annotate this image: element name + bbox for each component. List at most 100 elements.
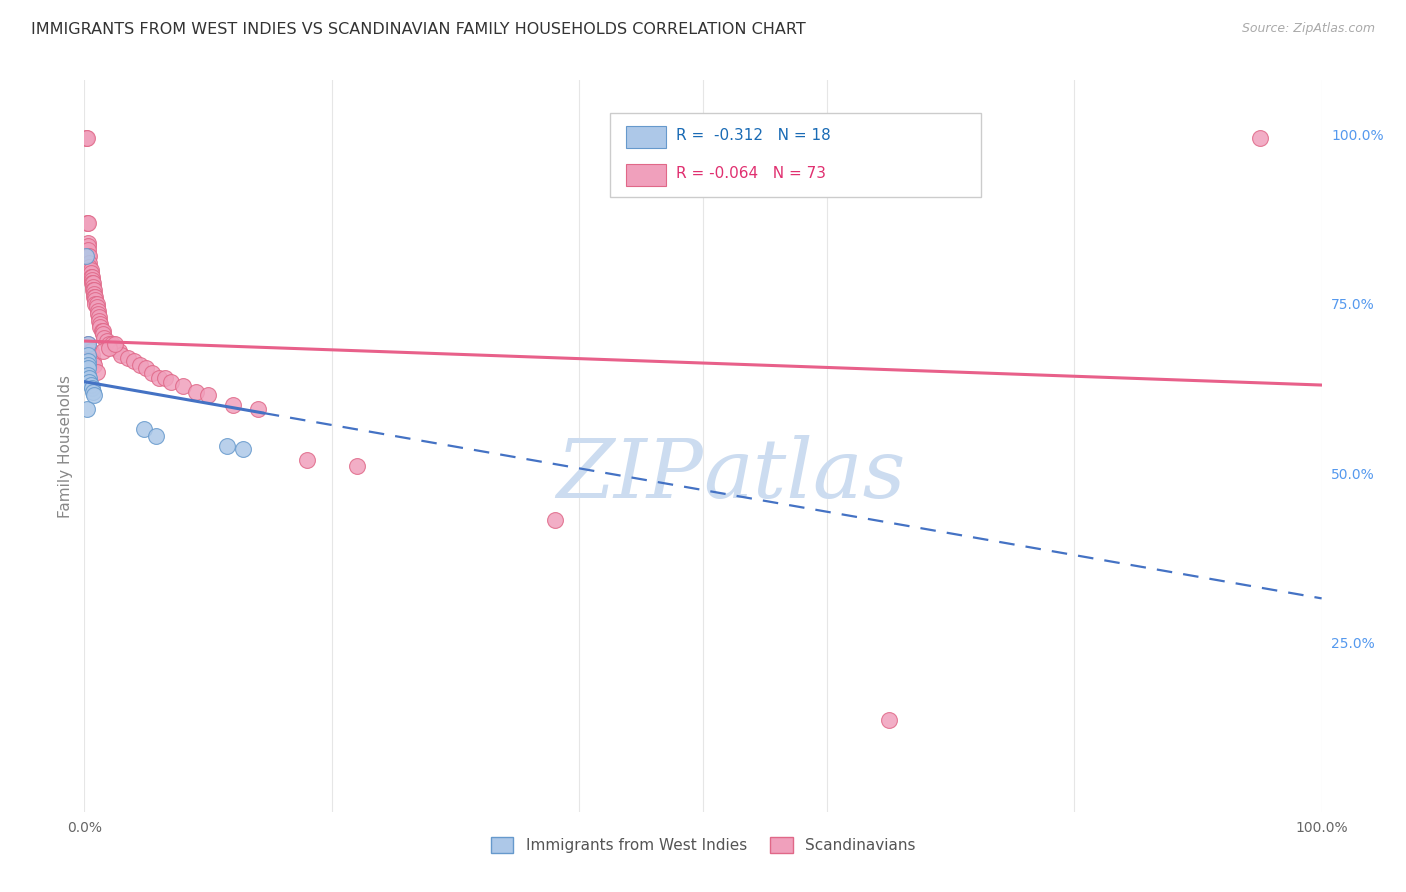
Point — [91, 344, 114, 359]
Point — [82, 283, 104, 297]
Point — [79, 260, 101, 274]
Point — [98, 337, 121, 351]
Point — [80, 269, 103, 284]
Point — [543, 514, 565, 528]
Y-axis label: Family Households: Family Households — [58, 375, 73, 517]
Point — [98, 341, 121, 355]
Text: R =  -0.312   N = 18: R = -0.312 N = 18 — [676, 128, 831, 144]
Point — [82, 354, 104, 368]
Text: IMMIGRANTS FROM WEST INDIES VS SCANDINAVIAN FAMILY HOUSEHOLDS CORRELATION CHART: IMMIGRANTS FROM WEST INDIES VS SCANDINAV… — [31, 22, 806, 37]
Point — [79, 375, 101, 389]
Point — [90, 324, 112, 338]
Point — [153, 371, 176, 385]
Point — [122, 354, 145, 368]
Point — [89, 320, 111, 334]
Text: Source: ZipAtlas.com: Source: ZipAtlas.com — [1241, 22, 1375, 36]
Point — [77, 347, 100, 362]
Text: atlas: atlas — [703, 435, 905, 516]
Point — [79, 263, 101, 277]
Point — [79, 344, 101, 359]
Point — [76, 401, 98, 416]
Point — [77, 354, 100, 368]
Point — [135, 361, 157, 376]
Point — [82, 384, 104, 399]
Point — [77, 235, 100, 250]
Point — [79, 269, 101, 284]
Point — [79, 256, 101, 270]
Point — [77, 239, 100, 253]
Point — [1249, 131, 1271, 145]
Point — [877, 714, 900, 728]
Text: ZIP: ZIP — [557, 435, 703, 516]
Point — [232, 442, 254, 457]
Point — [86, 300, 108, 314]
Point — [87, 303, 110, 318]
Point — [80, 273, 103, 287]
Point — [83, 388, 105, 402]
Point — [77, 368, 100, 382]
Point — [93, 331, 115, 345]
Point — [110, 347, 132, 362]
FancyBboxPatch shape — [626, 127, 666, 148]
Point — [80, 347, 103, 362]
Point — [160, 375, 183, 389]
Point — [83, 283, 105, 297]
Point — [77, 249, 100, 263]
Point — [132, 422, 155, 436]
Point — [84, 293, 107, 308]
Point — [89, 310, 111, 325]
Point — [148, 371, 170, 385]
Point — [79, 371, 101, 385]
Point — [77, 215, 100, 229]
Point — [184, 384, 207, 399]
Point — [77, 243, 100, 257]
Point — [91, 324, 114, 338]
Point — [75, 131, 97, 145]
Point — [141, 366, 163, 380]
Point — [80, 381, 103, 395]
Point — [104, 341, 127, 355]
Point — [108, 344, 131, 359]
Point — [100, 337, 122, 351]
Point — [104, 337, 127, 351]
Point — [197, 388, 219, 402]
Point — [77, 358, 100, 372]
Point — [89, 317, 111, 331]
Point — [246, 401, 269, 416]
Point — [215, 439, 238, 453]
Point — [83, 286, 105, 301]
Point — [91, 327, 114, 342]
Point — [79, 378, 101, 392]
Point — [346, 459, 368, 474]
Point — [79, 341, 101, 355]
Point — [77, 337, 100, 351]
Legend: Immigrants from West Indies, Scandinavians: Immigrants from West Indies, Scandinavia… — [485, 830, 921, 859]
Point — [79, 266, 101, 280]
Point — [77, 337, 100, 351]
Point — [86, 364, 108, 378]
Point — [295, 452, 318, 467]
Point — [222, 398, 245, 412]
Point — [76, 131, 98, 145]
Point — [77, 361, 100, 376]
Point — [80, 277, 103, 291]
Point — [145, 429, 167, 443]
Point — [117, 351, 139, 365]
FancyBboxPatch shape — [626, 164, 666, 186]
Point — [84, 290, 107, 304]
Point — [83, 290, 105, 304]
Point — [129, 358, 152, 372]
Point — [79, 263, 101, 277]
Point — [89, 314, 111, 328]
Point — [87, 307, 110, 321]
Point — [76, 215, 98, 229]
Text: R = -0.064   N = 73: R = -0.064 N = 73 — [676, 167, 825, 181]
FancyBboxPatch shape — [610, 113, 981, 197]
Point — [75, 249, 97, 263]
Point — [79, 249, 101, 263]
Point — [86, 297, 108, 311]
Point — [83, 358, 105, 372]
Point — [96, 334, 118, 348]
Point — [172, 379, 194, 393]
Point — [84, 297, 107, 311]
